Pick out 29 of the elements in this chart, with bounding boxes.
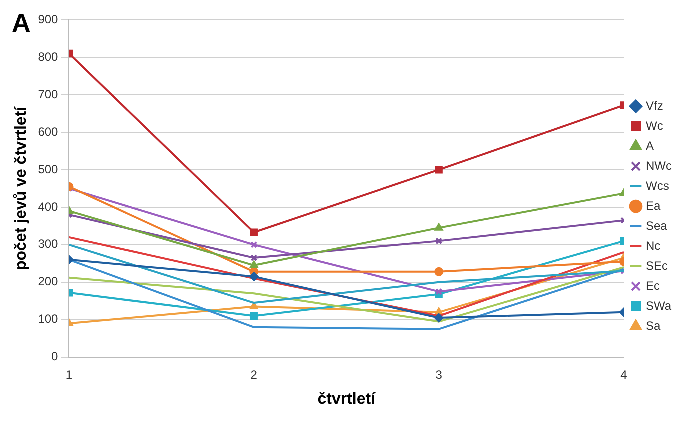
legend-label: Wc: [646, 118, 664, 133]
legend-label: SEc: [646, 258, 668, 273]
y-tick-label: 700: [38, 87, 59, 102]
x-tick-label: 3: [436, 368, 443, 382]
legend-label: Ea: [646, 198, 662, 213]
legend-label: Sa: [646, 318, 662, 333]
y-axis-title: počet jevů ve čtvrtletí: [13, 106, 30, 271]
x-tick-label: 1: [66, 368, 73, 382]
legend-label: Ec: [646, 278, 660, 293]
legend-label: Nc: [646, 238, 661, 253]
y-tick-label: 500: [38, 162, 59, 176]
text: A: [12, 8, 31, 38]
y-tick-label: 200: [38, 274, 59, 289]
y-tick-label: 600: [38, 124, 59, 139]
legend-label: Sea: [646, 218, 668, 233]
y-tick-label: 800: [38, 50, 59, 64]
legend-label: Wcs: [646, 178, 670, 193]
legend-label: NWc: [646, 158, 672, 173]
y-tick-label: 900: [38, 12, 59, 26]
x-axis-title: čtvrtletí: [318, 390, 376, 408]
y-tick-label: 100: [38, 312, 59, 326]
y-tick-label: 300: [38, 237, 59, 252]
y-tick-label: 0: [52, 350, 59, 364]
x-tick-label: 4: [620, 368, 628, 382]
y-tick-label: 400: [38, 200, 59, 214]
x-tick-label: 2: [250, 368, 258, 382]
legend-label: SWa: [646, 298, 672, 313]
legend-label: Vfz: [646, 98, 664, 113]
legend-label: A: [646, 138, 654, 153]
